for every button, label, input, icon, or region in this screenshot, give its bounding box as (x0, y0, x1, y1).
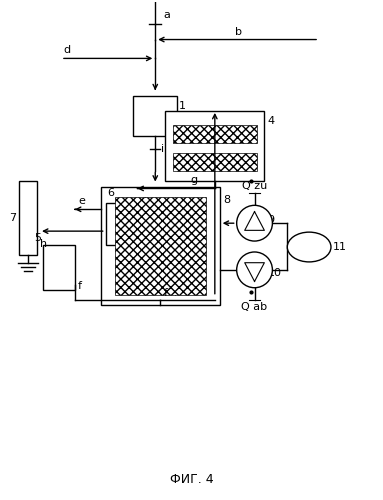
Text: e: e (79, 196, 86, 206)
Bar (19, 180, 37, 255)
Bar (106, 204, 137, 245)
Text: g: g (190, 176, 197, 186)
Text: f: f (163, 288, 167, 298)
Bar (173, 125, 257, 143)
Text: ФИГ. 4: ФИГ. 4 (170, 474, 214, 486)
Bar (43, 245, 75, 290)
Text: Q ab: Q ab (241, 302, 268, 312)
Text: 7: 7 (9, 213, 16, 223)
Text: a: a (163, 10, 170, 20)
Bar (101, 188, 220, 304)
Polygon shape (245, 212, 264, 231)
Circle shape (237, 252, 272, 288)
Text: 9: 9 (267, 215, 275, 225)
Text: i: i (161, 144, 164, 154)
Circle shape (237, 206, 272, 241)
Text: 4: 4 (267, 116, 275, 126)
Ellipse shape (287, 232, 331, 262)
Text: Q zu: Q zu (242, 182, 267, 192)
Bar (133, 96, 177, 136)
Text: 5: 5 (34, 233, 41, 243)
Bar (165, 111, 265, 180)
Text: f: f (78, 280, 82, 290)
Polygon shape (245, 262, 264, 281)
Bar (173, 152, 257, 170)
Text: b: b (235, 26, 242, 36)
Text: h: h (40, 239, 47, 249)
Text: 8: 8 (223, 196, 230, 205)
Text: 10: 10 (267, 268, 282, 278)
Text: 1: 1 (179, 101, 186, 111)
Text: 6: 6 (108, 188, 115, 198)
Text: 11: 11 (333, 242, 347, 252)
Bar (115, 198, 206, 294)
Text: d: d (63, 46, 70, 56)
